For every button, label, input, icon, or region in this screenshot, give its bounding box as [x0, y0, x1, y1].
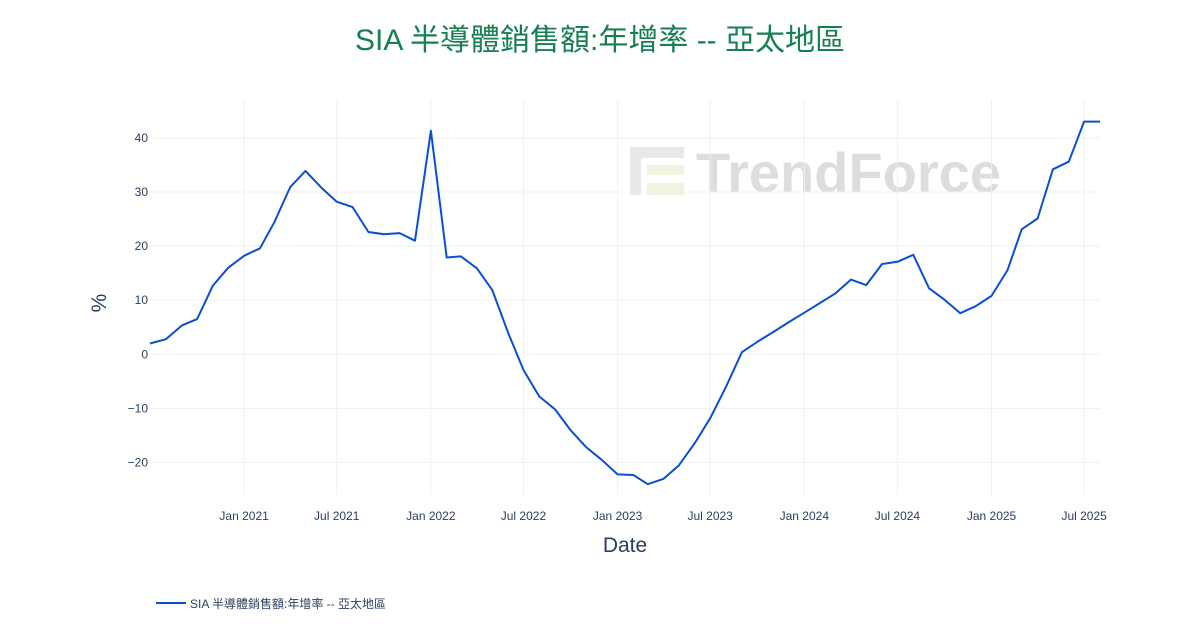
- data-point[interactable]: [942, 297, 948, 303]
- x-tick-label: Jan 2021: [219, 509, 269, 523]
- x-tick-label: Jul 2022: [501, 509, 547, 523]
- x-tick-label: Jul 2025: [1061, 509, 1107, 523]
- data-point[interactable]: [241, 253, 247, 259]
- x-tick-label: Jan 2022: [406, 509, 456, 523]
- data-point[interactable]: [536, 394, 542, 400]
- data-point[interactable]: [318, 185, 324, 191]
- data-point[interactable]: [661, 476, 667, 482]
- data-point[interactable]: [957, 310, 963, 316]
- series-layer: [147, 119, 1103, 487]
- x-tick-label: Jan 2024: [780, 509, 830, 523]
- y-tick-label: 20: [135, 239, 149, 253]
- x-tick-label: Jul 2023: [687, 509, 733, 523]
- data-point[interactable]: [474, 265, 480, 271]
- data-point[interactable]: [583, 444, 589, 450]
- x-tick-label: Jul 2021: [314, 509, 360, 523]
- y-tick-label: 30: [135, 185, 149, 199]
- x-axis-ticks: Jan 2021 Jul 2021 Jan 2022 Jul 2022 Jan 2023…: [219, 509, 1107, 523]
- data-point[interactable]: [630, 472, 636, 478]
- data-point[interactable]: [271, 219, 277, 225]
- data-point[interactable]: [707, 415, 713, 421]
- data-point[interactable]: [832, 291, 838, 297]
- y-tick-label: 10: [135, 293, 149, 307]
- data-point[interactable]: [723, 384, 729, 390]
- data-point[interactable]: [257, 245, 263, 251]
- data-point[interactable]: [489, 287, 495, 293]
- data-point[interactable]: [1097, 119, 1103, 125]
- data-point[interactable]: [521, 367, 527, 373]
- data-point[interactable]: [412, 238, 418, 244]
- y-axis-ticks: 40 30 20 10 0 −10 −20: [128, 131, 149, 470]
- data-point[interactable]: [147, 341, 153, 347]
- y-tick-label: −20: [128, 456, 149, 470]
- data-point[interactable]: [692, 440, 698, 446]
- data-point[interactable]: [676, 462, 682, 468]
- y-tick-label: 0: [141, 347, 148, 361]
- data-point[interactable]: [225, 265, 231, 271]
- data-point[interactable]: [1019, 226, 1025, 232]
- data-point[interactable]: [894, 259, 900, 265]
- legend-label: SIA 半導體銷售額:年增率 -- 亞太地區: [190, 596, 386, 611]
- data-point[interactable]: [801, 310, 807, 316]
- data-point[interactable]: [739, 349, 745, 355]
- data-point[interactable]: [645, 481, 651, 487]
- data-point[interactable]: [879, 261, 885, 267]
- data-point[interactable]: [754, 339, 760, 345]
- data-point[interactable]: [194, 316, 200, 322]
- y-tick-label: 40: [135, 131, 149, 145]
- data-point[interactable]: [444, 255, 450, 261]
- data-point[interactable]: [210, 283, 216, 289]
- data-point[interactable]: [770, 329, 776, 335]
- data-point[interactable]: [334, 199, 340, 205]
- data-point[interactable]: [785, 319, 791, 325]
- data-point[interactable]: [848, 277, 854, 283]
- data-point[interactable]: [381, 231, 387, 237]
- x-axis-title: Date: [603, 534, 647, 557]
- data-point[interactable]: [1081, 119, 1087, 125]
- data-point[interactable]: [1066, 159, 1072, 165]
- y-axis-title: %: [88, 294, 111, 313]
- chart-title: SIA 半導體銷售額:年增率 -- 亞太地區: [355, 24, 845, 57]
- x-tick-label: Jul 2024: [875, 509, 921, 523]
- trendforce-logo-icon: [630, 147, 684, 195]
- data-point[interactable]: [1035, 216, 1041, 222]
- x-tick-label: Jan 2023: [593, 509, 643, 523]
- data-point[interactable]: [458, 253, 464, 259]
- trendforce-watermark: TrendForce: [630, 141, 1001, 204]
- legend[interactable]: SIA 半導體銷售額:年增率 -- 亞太地區: [156, 596, 386, 611]
- data-point[interactable]: [599, 457, 605, 463]
- data-point[interactable]: [365, 229, 371, 235]
- data-point[interactable]: [179, 323, 185, 329]
- data-point[interactable]: [973, 303, 979, 309]
- grid: [150, 100, 1100, 495]
- watermark-text: TrendForce: [696, 141, 1001, 204]
- data-point[interactable]: [505, 330, 511, 336]
- data-point[interactable]: [926, 285, 932, 291]
- data-point[interactable]: [817, 300, 823, 306]
- data-point[interactable]: [910, 252, 916, 258]
- data-point[interactable]: [615, 471, 621, 477]
- data-point[interactable]: [397, 230, 403, 236]
- x-tick-label: Jan 2025: [967, 509, 1017, 523]
- data-point[interactable]: [287, 184, 293, 190]
- data-point[interactable]: [552, 407, 558, 413]
- data-point[interactable]: [163, 336, 169, 342]
- data-point[interactable]: [989, 293, 995, 299]
- data-point[interactable]: [350, 204, 356, 210]
- data-point[interactable]: [303, 168, 309, 174]
- data-point[interactable]: [428, 128, 434, 134]
- data-point[interactable]: [1004, 267, 1010, 273]
- data-point[interactable]: [863, 282, 869, 288]
- data-point[interactable]: [1050, 166, 1056, 172]
- data-point[interactable]: [568, 427, 574, 433]
- series-line[interactable]: [149, 120, 1100, 486]
- y-tick-label: −10: [128, 401, 149, 415]
